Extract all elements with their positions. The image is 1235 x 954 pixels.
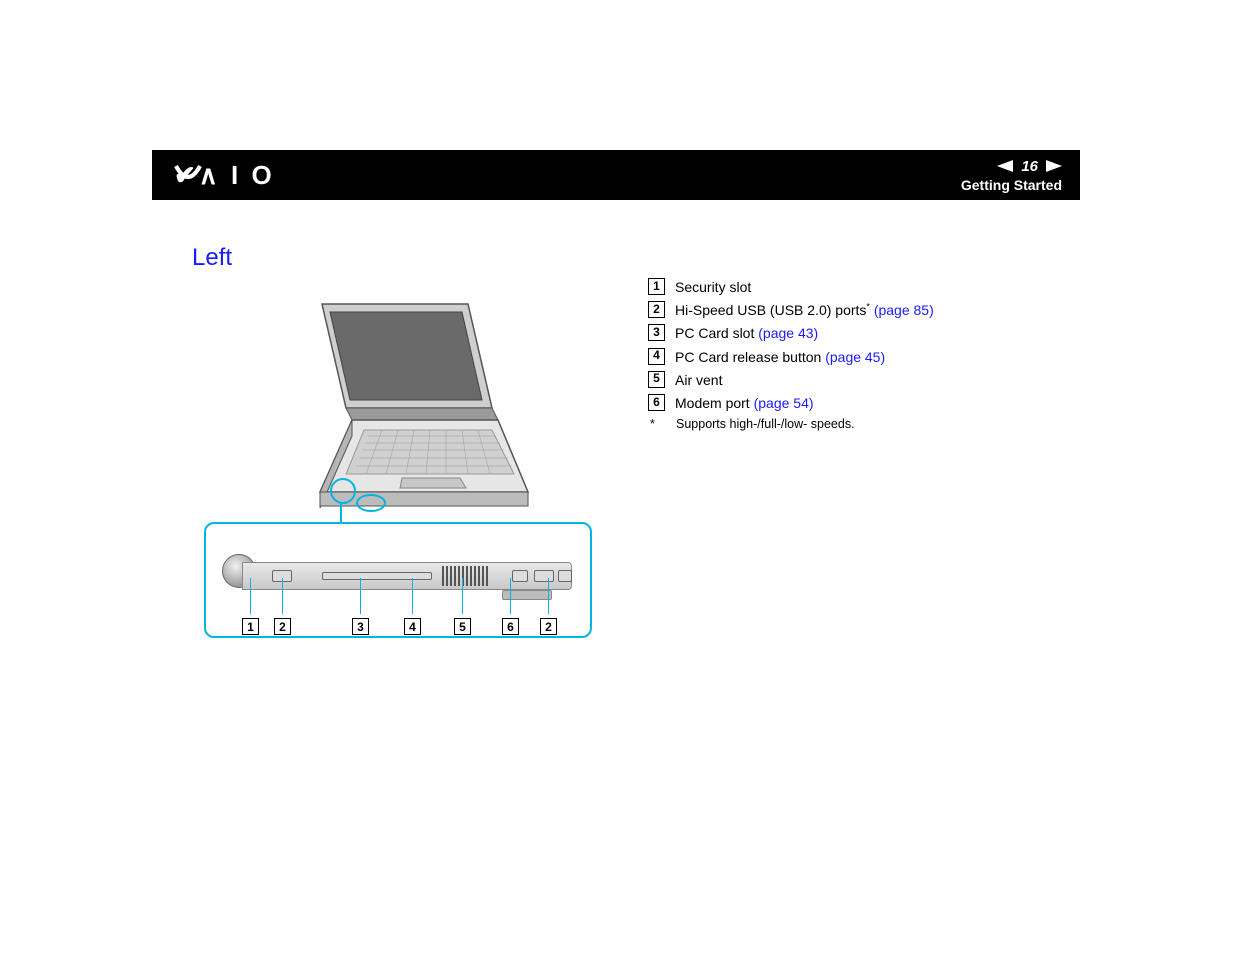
legend-row: 5 Air vent [648,371,1078,389]
callout-number-box: 3 [352,618,369,635]
port [558,570,572,582]
page-nav: 16 [961,158,1062,175]
footnote-marker: * [650,417,660,431]
legend-row: 3 PC Card slot (page 43) [648,324,1078,342]
prev-page-arrow-icon[interactable] [997,160,1013,172]
callout-indicator-line [250,578,251,614]
next-page-arrow-icon[interactable] [1046,160,1062,172]
legend-row: 1 Security slot [648,278,1078,296]
header-right: 16 Getting Started [961,158,1062,193]
legend-number-box: 1 [648,278,665,295]
diagram-area: 1234562 [200,278,600,648]
callout-number-box: 2 [274,618,291,635]
highlight-ellipse [356,494,386,512]
legend-row: 2 Hi-Speed USB (USB 2.0) ports* (page 85) [648,301,1078,319]
legend-text: PC Card release button (page 45) [675,348,885,366]
laptop-isometric-illustration [292,298,532,528]
legend-number-box: 4 [648,348,665,365]
pc-card-slot [322,572,432,580]
header-bar: ✔∧ I O 16 Getting Started [152,150,1080,200]
legend-number-box: 5 [648,371,665,388]
vaio-logo: ✔∧ I O [174,160,275,191]
legend-text: PC Card slot (page 43) [675,324,818,342]
callout-indicator-line [360,578,361,614]
footnote-text: Supports high-/full-/low- speeds. [676,417,855,431]
page-reference-link[interactable]: (page 43) [758,325,818,341]
legend-row: 6 Modem port (page 54) [648,394,1078,412]
legend-text: Modem port (page 54) [675,394,814,412]
legend-number-box: 6 [648,394,665,411]
page-heading: Left [192,244,232,272]
footnote: * Supports high-/full-/low- speeds. [648,417,1078,431]
legend: 1 Security slot 2 Hi-Speed USB (USB 2.0) po… [648,278,1078,431]
page-number: 16 [1021,158,1038,175]
callout-number-box: 2 [540,618,557,635]
callout-number-box: 5 [454,618,471,635]
page-reference-link[interactable]: (page 45) [825,349,885,365]
callout-number-box: 1 [242,618,259,635]
air-vent [442,566,488,586]
callout-indicator-line [510,578,511,614]
callout-indicator-line [412,578,413,614]
legend-text: Security slot [675,278,751,296]
page-reference-link[interactable]: (page 85) [874,302,934,318]
callout-indicator-line [282,578,283,614]
callout-number-box: 4 [404,618,421,635]
section-title: Getting Started [961,177,1062,193]
callout-indicator-line [548,578,549,614]
legend-text: Air vent [675,371,722,389]
page-reference-link[interactable]: (page 54) [754,395,814,411]
callout-labels: 1234562 [212,618,582,642]
legend-row: 4 PC Card release button (page 45) [648,348,1078,366]
port [534,570,554,582]
port [512,570,528,582]
legend-number-box: 2 [648,301,665,318]
highlight-circle [330,478,356,504]
legend-number-box: 3 [648,324,665,341]
legend-text: Hi-Speed USB (USB 2.0) ports* (page 85) [675,301,934,319]
callout-indicator-line [462,578,463,614]
laptop-side-view [212,548,582,604]
callout-number-box: 6 [502,618,519,635]
